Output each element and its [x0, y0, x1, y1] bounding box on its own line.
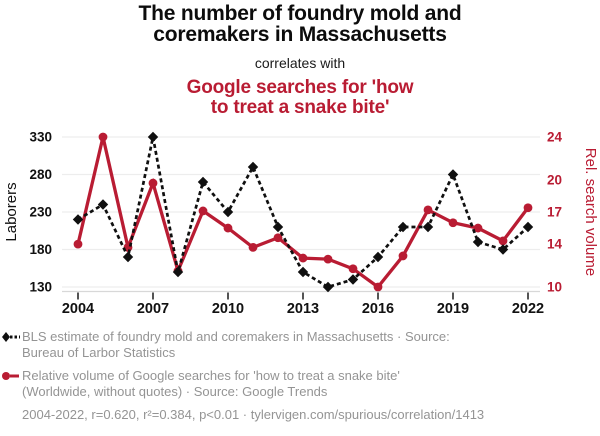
svg-text:2016: 2016 — [362, 301, 394, 317]
svg-text:280: 280 — [29, 167, 52, 182]
red-circle-solid-marker-icon — [2, 372, 19, 380]
series-black-dashed — [72, 131, 534, 293]
red-subtitle-line-1: Google searches for 'how — [186, 77, 414, 98]
legend-item-google-series: Relative volume of Google searches for '… — [2, 368, 582, 400]
page-title: The number of foundry mold and coremaker… — [0, 0, 600, 45]
left-axis-title: Laborers — [3, 182, 20, 241]
left-axis-ticks: 330 280 230 180 130 — [29, 130, 52, 295]
svg-text:180: 180 — [29, 242, 52, 257]
svg-text:17: 17 — [547, 205, 562, 220]
black-diamond-dashed-marker-icon — [2, 332, 20, 342]
svg-text:10: 10 — [547, 280, 562, 295]
gridlines — [62, 136, 540, 288]
red-subtitle: Google searches for 'how to treat a snak… — [0, 78, 600, 117]
legend-google-line-1: Relative volume of Google searches for '… — [22, 368, 400, 383]
legend-google-line-2: (Worldwide, without quotes) · Source: Go… — [22, 384, 328, 399]
legend-bls-line-1: BLS estimate of foundry mold and coremak… — [22, 329, 450, 344]
svg-text:2013: 2013 — [287, 301, 319, 317]
svg-text:24: 24 — [547, 130, 563, 145]
correlates-with-text: correlates with — [254, 55, 346, 71]
svg-text:20: 20 — [547, 172, 562, 187]
svg-text:230: 230 — [29, 205, 52, 220]
page-title-line-2: coremakers in Massachusetts — [153, 22, 447, 46]
svg-text:2007: 2007 — [137, 301, 169, 317]
right-axis-title: Rel. search volume — [582, 148, 599, 276]
svg-text:2004: 2004 — [62, 301, 94, 317]
svg-text:2019: 2019 — [437, 301, 469, 317]
series-red-solid — [73, 132, 533, 292]
page-title-line-1: The number of foundry mold and — [138, 2, 462, 25]
svg-text:14: 14 — [547, 237, 563, 252]
right-axis-ticks: 24 20 17 14 10 — [547, 130, 563, 295]
red-subtitle-line-2: to treat a snake bite' — [210, 96, 390, 118]
correlation-stats-footer: 2004-2022, r=0.620, r²=0.384, p<0.01 · t… — [22, 407, 485, 422]
svg-text:330: 330 — [29, 130, 52, 145]
legend-bls-line-2: Bureau of Larbor Statistics — [22, 345, 176, 360]
svg-text:2010: 2010 — [212, 301, 244, 317]
chart-header: The number of foundry mold and coremaker… — [0, 0, 600, 117]
svg-text:2022: 2022 — [512, 301, 544, 317]
legend-item-bls-series: BLS estimate of foundry mold and coremak… — [2, 329, 582, 361]
svg-text:130: 130 — [29, 280, 52, 295]
x-axis-ticks: 2004 2007 2010 2013 2016 2019 2022 — [62, 292, 544, 317]
